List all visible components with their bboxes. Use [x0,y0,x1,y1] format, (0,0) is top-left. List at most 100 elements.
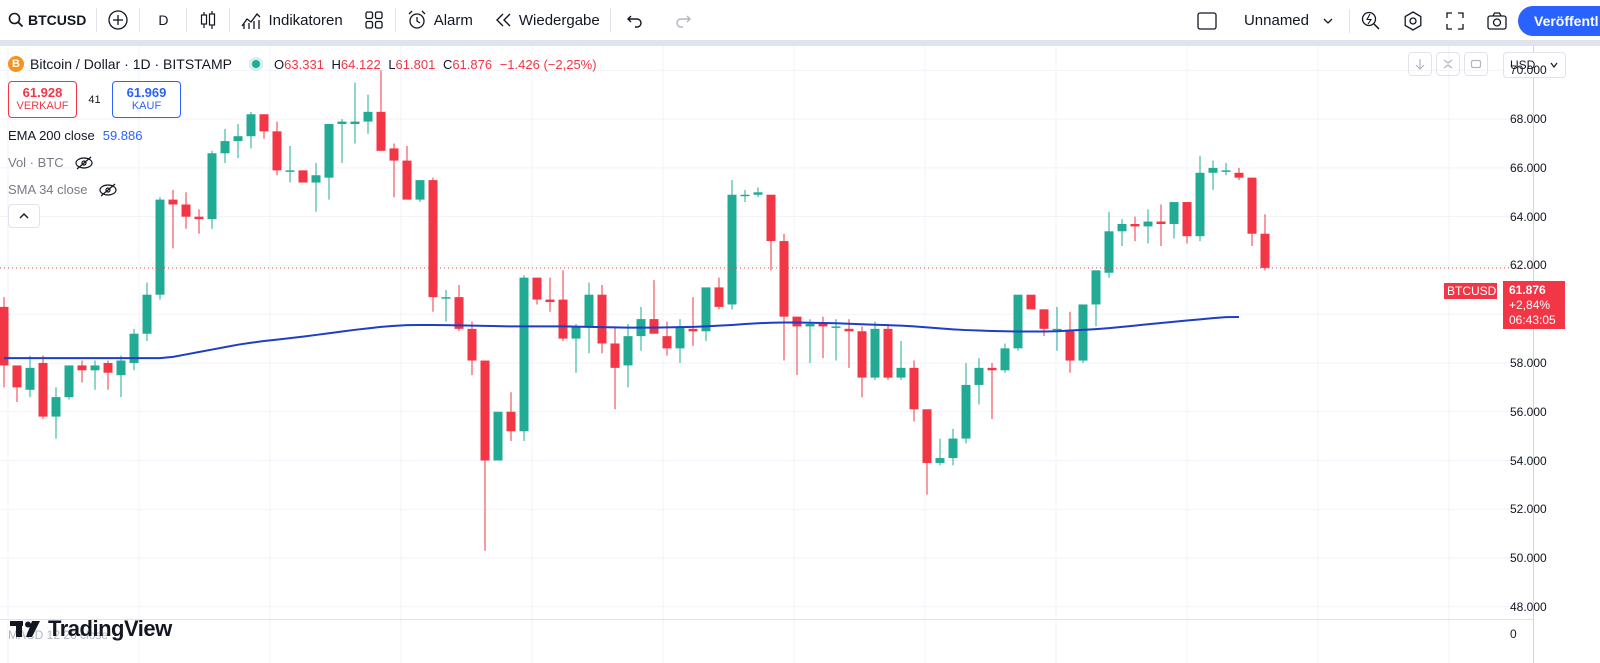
toolbar-divider [1349,8,1350,33]
candle-body [922,409,932,463]
candle-body [285,170,295,172]
candle-body [1078,304,1088,361]
open-key: O [274,56,285,72]
low-value: 61.801 [395,56,436,72]
candle-body [129,333,139,363]
symbol-search-button[interactable]: BTCUSD [0,0,96,41]
spread-value: 41 [88,93,101,106]
buy-button[interactable]: 61.969 KAUF [112,81,181,118]
alarm-button[interactable]: Alarm [396,0,483,41]
candle-body [974,367,984,385]
candle-body [883,328,893,378]
ema-label: EMA 200 close [8,128,95,143]
candle-body [1221,170,1231,172]
eye-hidden-icon[interactable] [74,156,94,170]
candle-body [519,277,529,432]
candle-body [896,367,906,378]
symbol-title[interactable]: Bitcoin / Dollar · 1D · BITSTAMP [30,56,233,72]
candle-body [155,199,165,295]
countdown: 06:43:05 [1509,313,1556,327]
candle-body [558,299,568,339]
candle-body [506,411,516,432]
settings-button[interactable] [1392,0,1434,41]
search-icon [8,12,24,28]
indicators-button[interactable]: Indikatoren [230,0,352,41]
chevron-down-icon [1323,18,1333,24]
candle-body [753,192,763,195]
candle-body [38,362,48,417]
undo-button[interactable] [611,0,659,41]
pane-separator[interactable] [0,619,1533,620]
candle-body [12,365,22,388]
change-value: −1.426 (−2,25%) [499,56,597,72]
candle-body [1169,202,1179,224]
close-value: 61.876 [452,56,493,72]
ema-indicator-legend[interactable]: EMA 200 close 59.886 [8,128,142,143]
interval-button[interactable]: D [140,0,186,41]
candle-body [1052,328,1062,331]
layout-toggle-checkbox[interactable] [1186,0,1228,41]
candle-body [337,121,347,125]
layout-name-dropdown[interactable]: Unnamed [1228,0,1349,41]
high-value: 64.122 [340,56,381,72]
chart-pane[interactable] [0,46,1533,663]
candle-body [1130,223,1140,227]
compare-symbol-button[interactable] [97,0,139,41]
snapshot-button[interactable] [1476,0,1518,41]
layout-templates-button[interactable] [353,0,395,41]
toolbar-bottom-border [0,41,1600,46]
candle-body [207,153,217,220]
tradingview-logo[interactable]: TradingView [10,616,172,642]
sell-button[interactable]: 61.928 VERKAUF [8,81,77,118]
candle-body [610,343,620,368]
sma-indicator-legend[interactable]: SMA 34 close [8,182,118,197]
replay-label: Wiedergabe [518,11,600,29]
chart-type-button[interactable] [187,0,229,41]
redo-button[interactable] [659,0,707,41]
candle-body [233,136,243,142]
currency-select[interactable]: USD [1503,52,1566,78]
candle-body [818,323,828,327]
candlestick-chart[interactable] [0,46,1533,663]
candle-body [1104,231,1114,273]
candle-body [220,141,230,154]
candle-body [1156,221,1166,224]
publish-button[interactable]: Veröffentl [1518,5,1600,36]
price-axis[interactable] [1533,46,1600,663]
collapse-legend-button[interactable] [8,204,40,228]
candle-body [51,397,61,417]
candle-body [1260,233,1270,268]
toolbar-divider [139,8,141,32]
candle-body [298,170,308,183]
candle-body [454,297,464,329]
volume-indicator-legend[interactable]: Vol · BTC [8,155,94,170]
grid-icon [365,11,383,29]
candle-body [1091,270,1101,305]
candle-body [480,360,490,461]
square-icon [1197,11,1217,30]
candle-body [259,114,269,132]
collapse-pane-button[interactable] [1436,52,1460,76]
undo-icon [626,15,642,28]
eye-hidden-icon[interactable] [98,183,118,197]
ema-value: 59.886 [102,128,143,143]
maximize-pane-button[interactable] [1464,52,1488,76]
candle-body [623,336,633,366]
price-axis-tick-label: 54.000 [1510,453,1547,468]
price-axis-tick-label: 48.000 [1510,599,1547,614]
candle-body [142,294,152,334]
sell-price: 61.928 [22,85,63,100]
open-value: 63.331 [284,56,324,72]
candle-body [103,362,113,373]
move-pane-down-button[interactable] [1408,52,1432,76]
candle-body [90,365,100,371]
candle-body [0,306,9,366]
candle-body [909,367,919,410]
replay-button[interactable]: Wiedergabe [483,0,610,41]
candle-body [467,328,477,361]
quick-search-button[interactable] [1350,0,1392,41]
candles-icon [201,11,216,29]
fullscreen-button[interactable] [1434,0,1476,41]
low-key: L [388,56,396,72]
candle-body [935,458,945,463]
